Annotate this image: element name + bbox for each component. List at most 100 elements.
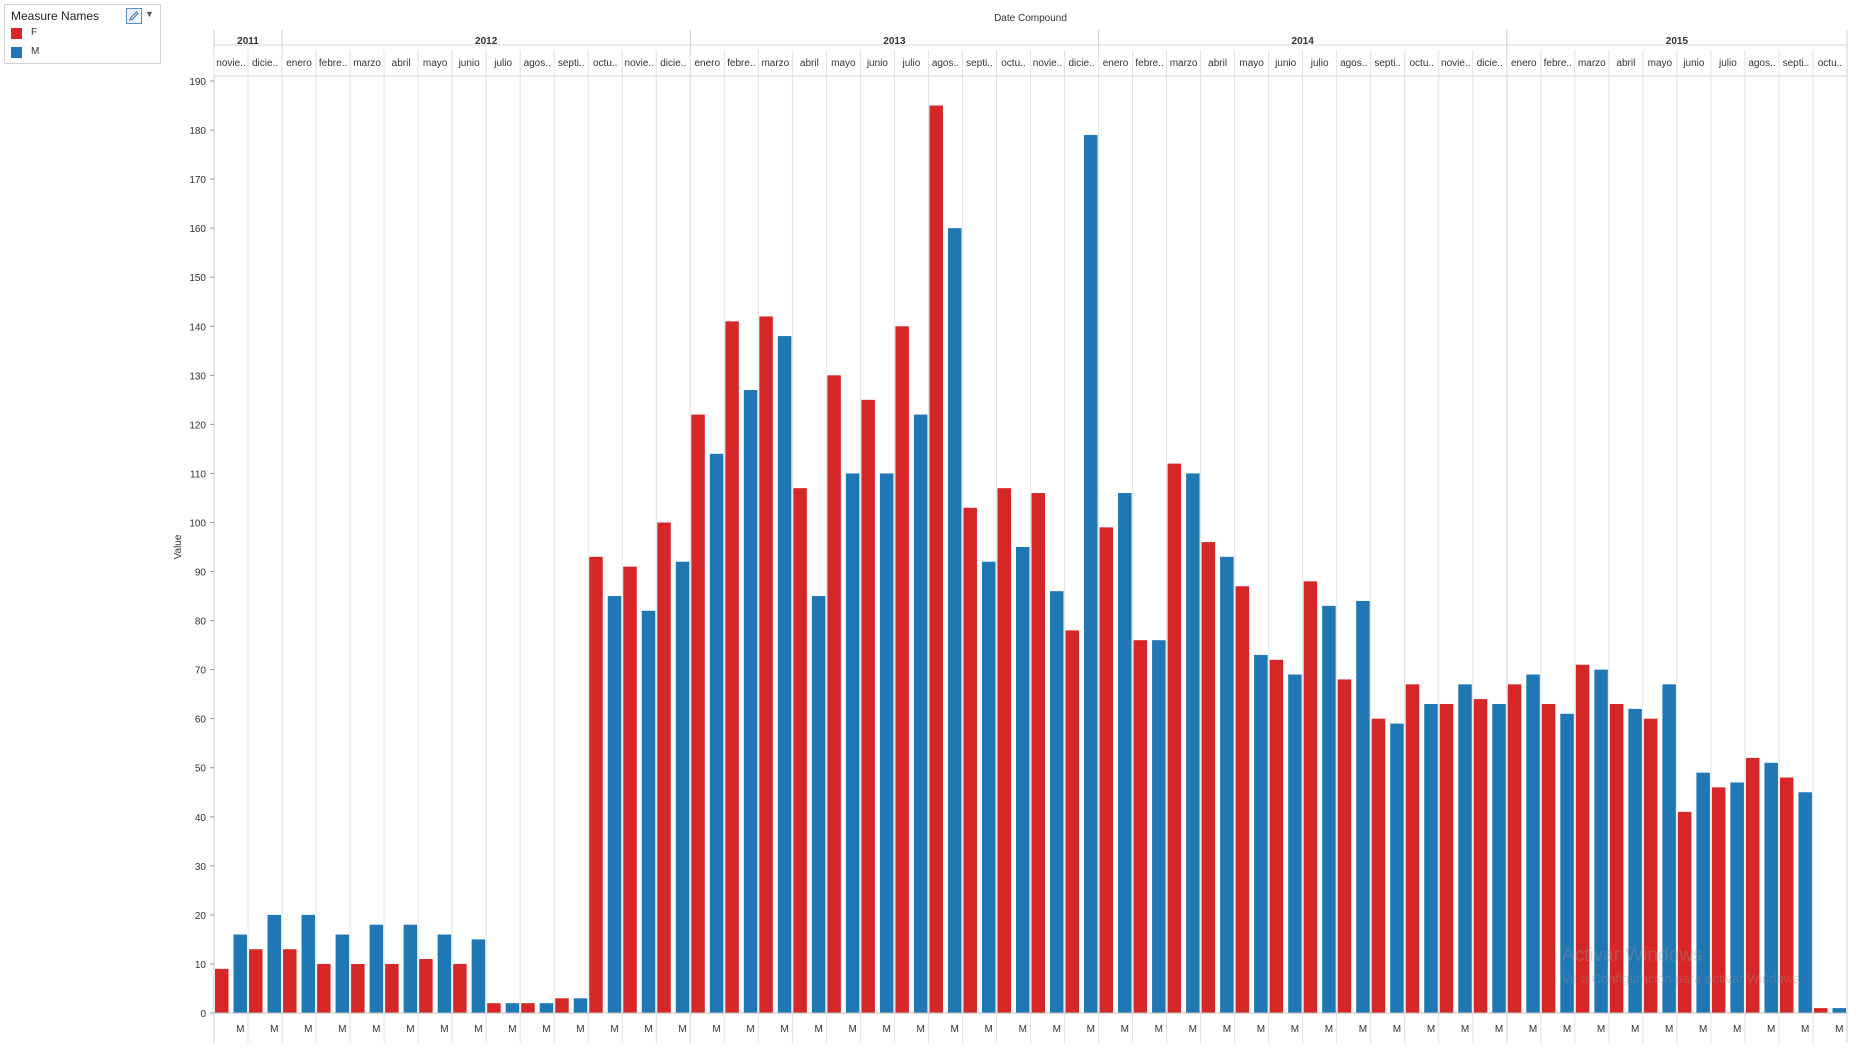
bar-m xyxy=(1764,762,1778,1013)
month-label: febre.. xyxy=(319,58,347,69)
x-tick-label: M xyxy=(1121,1024,1129,1035)
month-label: dicie.. xyxy=(1068,58,1094,69)
month-label: agos.. xyxy=(1340,58,1367,69)
bar-m xyxy=(1390,723,1404,1013)
bar-m xyxy=(1084,134,1098,1014)
year-label: 2012 xyxy=(475,36,498,47)
bar-m xyxy=(471,939,486,1013)
x-tick-label: M xyxy=(270,1024,278,1035)
x-tick-label: M xyxy=(1393,1024,1401,1035)
bar-f xyxy=(963,507,977,1013)
bar-m xyxy=(335,934,350,1013)
month-label: julio xyxy=(493,58,512,69)
x-tick-label: M xyxy=(951,1024,959,1035)
x-tick-label: M xyxy=(644,1024,652,1035)
bar-f xyxy=(487,1003,501,1013)
year-label: 2014 xyxy=(1292,36,1315,47)
bar-f xyxy=(351,963,365,1013)
month-label: enero xyxy=(1103,58,1129,69)
bar-f xyxy=(1303,581,1318,1013)
bar-m xyxy=(1118,493,1132,1013)
bar-m xyxy=(1015,547,1030,1013)
legend-item-f[interactable]: F xyxy=(11,26,151,42)
bar-f xyxy=(827,375,841,1013)
x-tick-label: M xyxy=(440,1024,448,1035)
legend-item-m[interactable]: M xyxy=(11,45,151,61)
y-tick-label: 40 xyxy=(195,813,207,824)
month-label: septi.. xyxy=(966,58,993,69)
month-label: febre.. xyxy=(1135,58,1163,69)
bar-f xyxy=(215,968,229,1013)
x-tick-label: M xyxy=(542,1024,550,1035)
bar-m xyxy=(1254,654,1268,1013)
x-tick-label: M xyxy=(1699,1024,1707,1035)
y-tick-label: 160 xyxy=(189,224,206,235)
month-label: mayo xyxy=(1648,58,1673,69)
bar-m xyxy=(437,934,452,1013)
edit-pencil-icon[interactable] xyxy=(126,8,142,24)
x-tick-label: M xyxy=(1665,1024,1673,1035)
month-label: septi.. xyxy=(1783,58,1810,69)
bar-f xyxy=(1609,703,1624,1013)
month-label: julio xyxy=(1718,58,1737,69)
bar-f xyxy=(1201,542,1216,1013)
bar-m xyxy=(1186,473,1200,1014)
bar-f xyxy=(1541,703,1556,1013)
bar-m xyxy=(1152,640,1166,1013)
legend-title: Measure Names xyxy=(11,9,100,23)
x-tick-label: M xyxy=(304,1024,312,1035)
bar-m xyxy=(1628,708,1642,1013)
x-tick-label: M xyxy=(1529,1024,1537,1035)
x-tick-label: M xyxy=(985,1024,993,1035)
bar-f xyxy=(1439,703,1454,1013)
y-tick-label: 80 xyxy=(195,617,207,628)
bar-f xyxy=(1235,586,1250,1013)
month-label: abril xyxy=(1616,58,1635,69)
bar-f xyxy=(317,963,331,1013)
x-tick-label: M xyxy=(1563,1024,1571,1035)
y-tick-label: 100 xyxy=(189,518,206,529)
y-tick-label: 140 xyxy=(189,322,206,333)
year-label: 2011 xyxy=(237,36,259,47)
bar-m xyxy=(233,934,248,1013)
bar-f xyxy=(1779,777,1794,1013)
month-label: julio xyxy=(1310,58,1329,69)
y-tick-label: 120 xyxy=(189,420,206,431)
bar-f xyxy=(419,959,433,1013)
month-label: septi.. xyxy=(1374,58,1401,69)
bar-f xyxy=(249,949,263,1013)
chevron-down-icon[interactable]: ▼ xyxy=(145,9,154,19)
month-label: mayo xyxy=(423,58,448,69)
bar-f xyxy=(1065,630,1080,1013)
y-tick-label: 190 xyxy=(189,77,206,88)
bar-f xyxy=(1133,640,1148,1013)
bar-m xyxy=(1730,782,1744,1013)
x-tick-label: M xyxy=(1835,1024,1843,1035)
month-label: novie.. xyxy=(216,58,245,69)
x-tick-label: M xyxy=(338,1024,346,1035)
bar-m xyxy=(709,453,724,1013)
legend[interactable]: Measure Names ▼ F M xyxy=(4,4,161,64)
month-label: mayo xyxy=(1239,58,1264,69)
bar-m xyxy=(607,596,622,1013)
bar-m xyxy=(1560,713,1574,1013)
bar-m xyxy=(539,1003,554,1013)
bar-f xyxy=(1031,493,1046,1013)
bar-m xyxy=(267,914,282,1013)
month-label: junio xyxy=(1274,58,1297,69)
month-label: febre.. xyxy=(1544,58,1572,69)
legend-swatch-m xyxy=(11,47,22,58)
legend-label-f: F xyxy=(31,27,38,38)
y-axis-title: Value xyxy=(173,534,184,559)
x-tick-label: M xyxy=(1291,1024,1299,1035)
bar-m xyxy=(1526,674,1540,1013)
x-tick-label: M xyxy=(1767,1024,1775,1035)
y-tick-label: 170 xyxy=(189,175,206,186)
x-tick-label: M xyxy=(848,1024,856,1035)
month-label: enero xyxy=(1511,58,1537,69)
bar-m xyxy=(1492,703,1506,1013)
x-tick-label: M xyxy=(1155,1024,1163,1035)
bar-f xyxy=(861,399,875,1013)
bar-f xyxy=(691,414,705,1014)
month-label: novie.. xyxy=(1033,58,1062,69)
